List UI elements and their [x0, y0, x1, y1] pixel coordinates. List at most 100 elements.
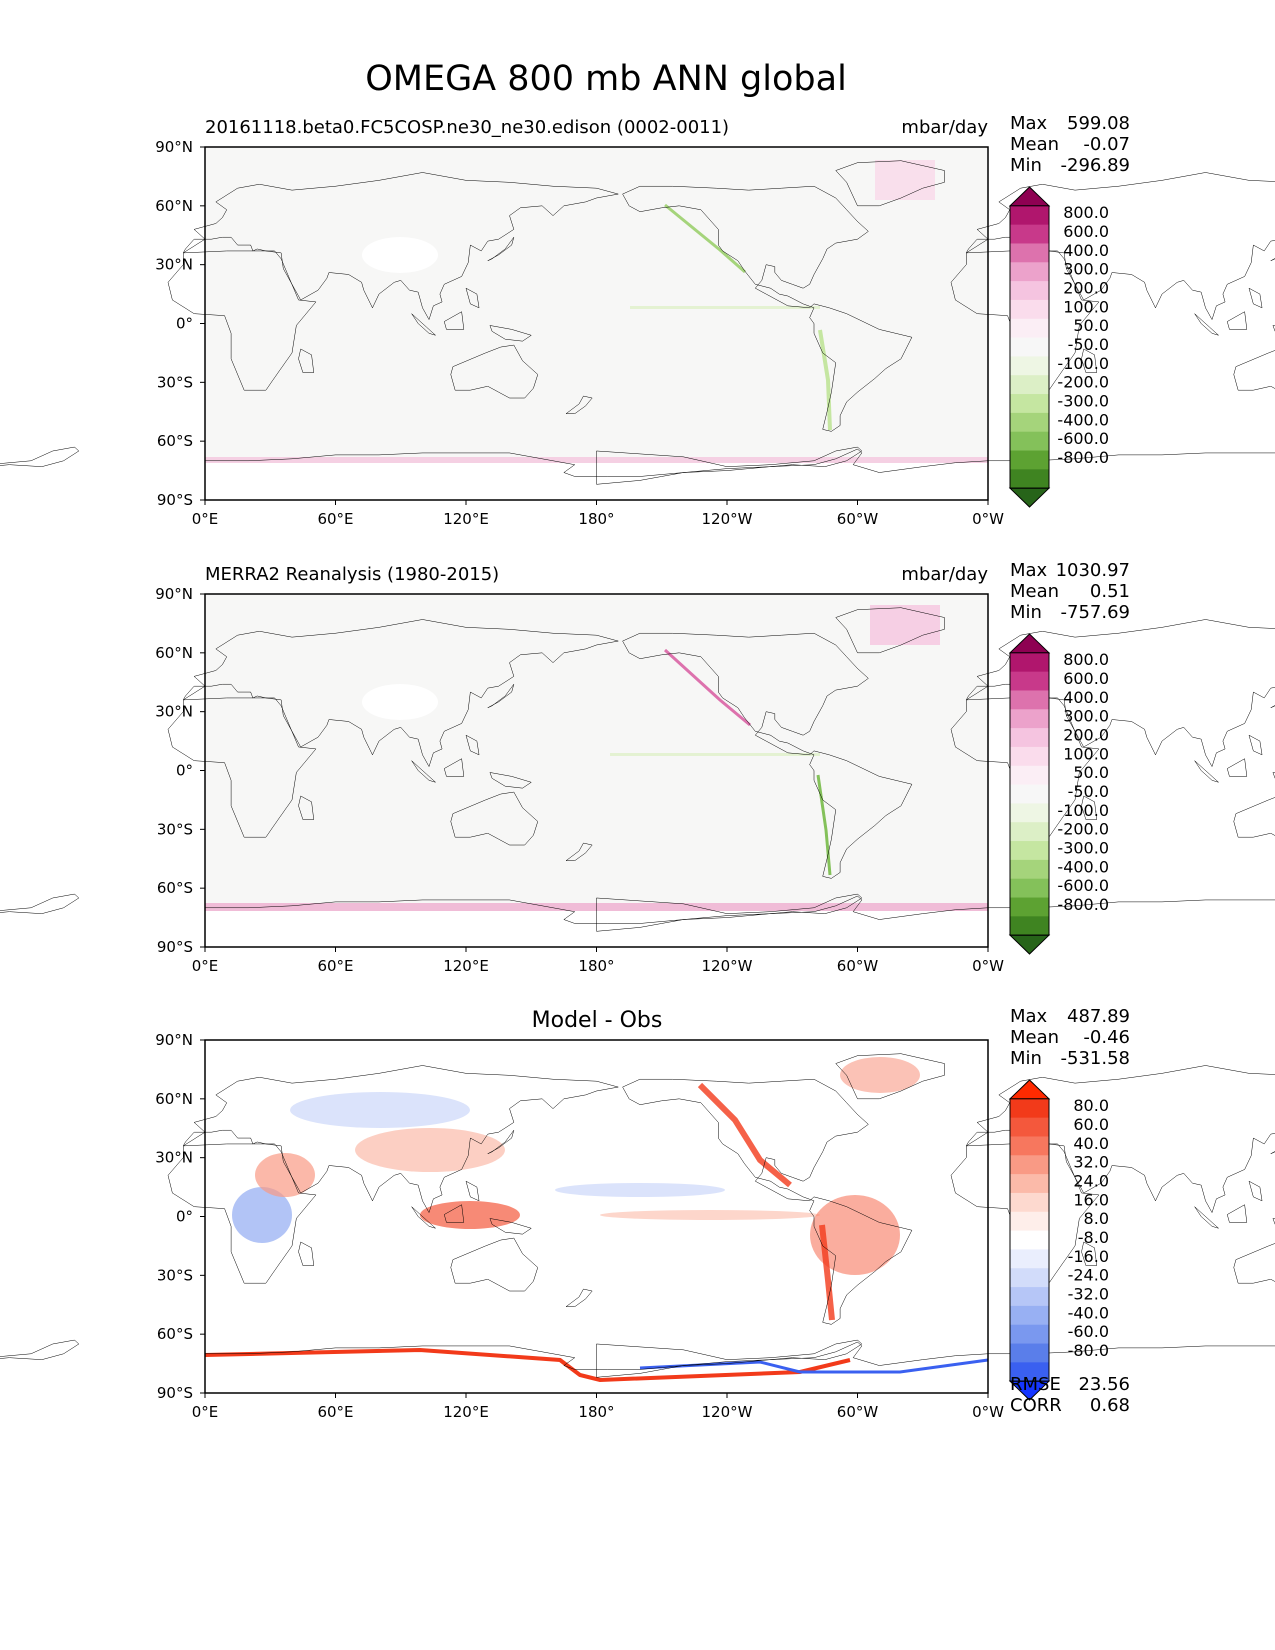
colorbar-label: -16.0 [1068, 1247, 1109, 1266]
panel-title-left: MERRA2 Reanalysis (1980-2015) [205, 564, 499, 585]
colorbar-label: -400.0 [1057, 410, 1109, 429]
colorbar-swatch [1010, 765, 1049, 785]
y-tick-label: 60°S [157, 1325, 193, 1343]
colorbar-swatch [1010, 318, 1049, 338]
stat-label: CORR [1010, 1395, 1062, 1416]
colorbar-label: 800.0 [1063, 650, 1109, 669]
y-tick-label: 60°N [155, 197, 193, 215]
y-tick-label: 60°S [157, 432, 193, 450]
stat-value: -757.69 [1061, 602, 1130, 623]
x-tick-label: 60°E [317, 1403, 353, 1421]
figure-title: OMEGA 800 mb ANN global [365, 59, 847, 99]
x-tick-label: 120°W [702, 957, 753, 975]
stat-label: Max [1010, 1006, 1048, 1027]
stat-label: Mean [1010, 134, 1059, 155]
y-tick-label: 90°N [155, 138, 193, 156]
panel-difference: Model - Obs 0°E 60°E 120°E 180° 120°W 60°W 0°W… [0, 1006, 1275, 1421]
x-tick-label: 0°E [192, 1403, 219, 1421]
colorbar: 800.0600.0400.0300.0200.0100.050.0-50.0-… [1008, 633, 1109, 955]
y-tick-label: 90°S [157, 491, 193, 509]
field-pattern [204, 1057, 989, 1383]
colorbar-label: 600.0 [1063, 222, 1109, 241]
colorbar: 80.060.040.032.024.016.08.0-8.0-16.0-24.… [1008, 1079, 1109, 1401]
x-tick-label: 0°W [972, 1403, 1004, 1421]
colorbar-extend-top [1008, 633, 1051, 654]
panel-title-left: 20161118.beta0.FC5COSP.ne30_ne30.edison … [205, 117, 729, 138]
colorbar-label: -200.0 [1057, 820, 1109, 839]
panel-title-center: Model - Obs [532, 1008, 663, 1033]
x-tick-label: 120°E [443, 957, 489, 975]
colorbar-label: -800.0 [1057, 895, 1109, 914]
x-tick-label: 0°W [972, 510, 1004, 528]
colorbar-label: -600.0 [1057, 876, 1109, 895]
eurasia-blue-feature [290, 1092, 470, 1128]
colorbar-swatch [1010, 224, 1049, 244]
colorbar-label: 200.0 [1063, 726, 1109, 745]
colorbar-swatch [1010, 690, 1049, 710]
colorbar-extend-bottom [1008, 487, 1051, 508]
colorbar-label: 32.0 [1073, 1153, 1109, 1172]
pacific-red-feature [600, 1210, 820, 1220]
colorbar-label: 400.0 [1063, 688, 1109, 707]
colorbar-swatch [1010, 337, 1049, 357]
colorbar-swatch [1010, 784, 1049, 804]
colorbar-label: -300.0 [1057, 838, 1109, 857]
colorbar-swatch [1010, 205, 1049, 226]
colorbar-swatch [1010, 1174, 1049, 1194]
colorbar-swatch [1010, 1305, 1049, 1326]
colorbar-swatch [1010, 803, 1049, 823]
stat-value: 0.68 [1090, 1395, 1130, 1416]
colorbar-extend-top [1008, 1079, 1051, 1100]
colorbar-label: 60.0 [1073, 1115, 1109, 1134]
colorbar-swatch [1010, 1324, 1049, 1344]
colorbar-label: -100.0 [1057, 354, 1109, 373]
stats: Max 599.08 Mean -0.07 Min -296.89 [1010, 113, 1130, 176]
stat-label: Mean [1010, 581, 1059, 602]
colorbar-label: 800.0 [1063, 203, 1109, 222]
africa-blue-feature [232, 1187, 292, 1243]
rockies-red-feature [697, 1082, 792, 1188]
panel-test: 20161118.beta0.FC5COSP.ne30_ne30.edison … [0, 113, 1275, 528]
x-tick-label: 60°W [837, 957, 879, 975]
axes: 0°E 60°E 120°E 180° 120°W 60°W 0°W 90°N 60°N 30°N… [155, 1031, 1004, 1421]
stat-value: -0.07 [1083, 134, 1130, 155]
x-tick-label: 0°E [192, 957, 219, 975]
colorbar-label: -100.0 [1057, 801, 1109, 820]
y-tick-label: 30°S [157, 820, 193, 838]
stat-value: -296.89 [1061, 155, 1130, 176]
y-tick-label: 0° [176, 1208, 193, 1226]
colorbar-swatch [1010, 1268, 1049, 1288]
x-tick-label: 60°E [317, 510, 353, 528]
colorbar-swatch [1010, 1249, 1049, 1269]
colorbar-swatch [1010, 1098, 1049, 1119]
y-tick-label: 30°N [155, 1149, 193, 1167]
colorbar-swatch [1010, 746, 1049, 767]
x-tick-label: 120°E [443, 510, 489, 528]
itcz-band [630, 306, 820, 309]
colorbar-swatch [1010, 728, 1049, 748]
stat-value: 599.08 [1067, 113, 1130, 134]
colorbar-label: -300.0 [1057, 391, 1109, 410]
colorbar-swatch [1010, 412, 1049, 433]
colorbar-label: 300.0 [1063, 260, 1109, 279]
colorbar-swatch [1010, 1230, 1049, 1250]
colorbar-frame [1009, 205, 1050, 489]
colorbar-swatch [1010, 394, 1049, 414]
colorbar-swatch [1010, 356, 1049, 376]
colorbar-label: 16.0 [1073, 1190, 1109, 1209]
x-tick-label: 0°E [192, 510, 219, 528]
stat-label: Min [1010, 1048, 1042, 1069]
x-tick-label: 60°E [317, 957, 353, 975]
colorbar-swatch [1010, 375, 1049, 395]
y-tick-label: 90°N [155, 1031, 193, 1049]
colorbar-label: 50.0 [1073, 316, 1109, 335]
x-tick-label: 60°W [837, 1403, 879, 1421]
axes: 0°E 60°E 120°E 180° 120°W 60°W 0°W 90°N 60°N 30°N… [155, 585, 1004, 975]
y-tick-label: 30°N [155, 703, 193, 721]
panel-reference: MERRA2 Reanalysis (1980-2015) mbar/day 0… [0, 560, 1275, 975]
y-tick-label: 60°N [155, 644, 193, 662]
stat-label: Max [1010, 560, 1048, 581]
y-tick-label: 60°N [155, 1090, 193, 1108]
colorbar: 800.0600.0400.0300.0200.0100.050.0-50.0-… [1008, 186, 1109, 508]
